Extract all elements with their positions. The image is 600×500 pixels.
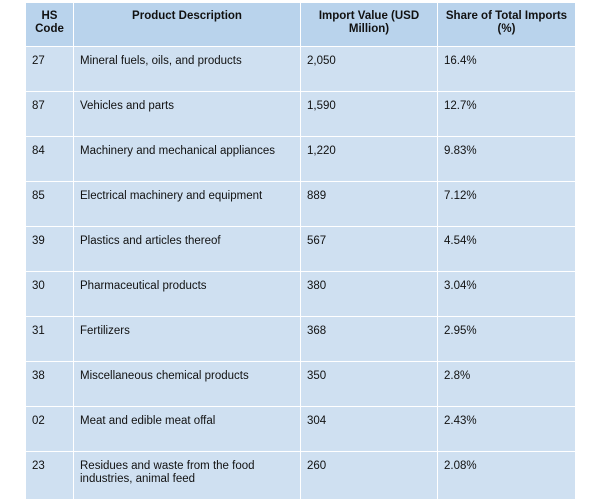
table-row: 27 Mineral fuels, oils, and products 2,0…	[25, 46, 576, 92]
table-row: 31 Fertilizers 368 2.95%	[25, 316, 576, 362]
hs-code-cell: 39	[25, 226, 74, 272]
share-cell: 2.95%	[437, 316, 576, 362]
import-value-cell: 567	[300, 226, 438, 272]
hs-code-cell: 30	[25, 271, 74, 317]
description-cell: Pharmaceutical products	[73, 271, 301, 317]
description-cell: Vehicles and parts	[73, 91, 301, 137]
header-row: HS Code Product Description Import Value…	[25, 2, 576, 47]
import-value-cell: 1,220	[300, 136, 438, 182]
share-cell: 4.54%	[437, 226, 576, 272]
hs-code-cell: 38	[25, 361, 74, 407]
hs-code-cell: 87	[25, 91, 74, 137]
description-cell: Meat and edible meat offal	[73, 406, 301, 452]
table-header: HS Code Product Description Import Value…	[25, 2, 576, 47]
table-body: 27 Mineral fuels, oils, and products 2,0…	[25, 46, 576, 499]
hs-code-cell: 84	[25, 136, 74, 182]
hs-code-cell: 85	[25, 181, 74, 227]
table-row: 39 Plastics and articles thereof 567 4.5…	[25, 226, 576, 272]
hs-code-cell: 27	[25, 46, 74, 92]
hs-code-cell: 31	[25, 316, 74, 362]
table-row: 84 Machinery and mechanical appliances 1…	[25, 136, 576, 182]
table-row: 38 Miscellaneous chemical products 350 2…	[25, 361, 576, 407]
share-cell: 2.8%	[437, 361, 576, 407]
description-cell: Electrical machinery and equipment	[73, 181, 301, 227]
hs-code-cell: 02	[25, 406, 74, 452]
import-value-cell: 889	[300, 181, 438, 227]
table-row: 85 Electrical machinery and equipment 88…	[25, 181, 576, 227]
share-cell: 12.7%	[437, 91, 576, 137]
import-value-cell: 304	[300, 406, 438, 452]
import-value-cell: 350	[300, 361, 438, 407]
import-value-cell: 260	[300, 451, 438, 499]
share-cell: 3.04%	[437, 271, 576, 317]
header-product-description: Product Description	[73, 2, 301, 47]
import-value-cell: 368	[300, 316, 438, 362]
description-cell: Miscellaneous chemical products	[73, 361, 301, 407]
description-cell: Mineral fuels, oils, and products	[73, 46, 301, 92]
import-value-cell: 2,050	[300, 46, 438, 92]
imports-table: HS Code Product Description Import Value…	[25, 2, 576, 499]
hs-code-cell: 23	[25, 451, 74, 499]
table-row: 02 Meat and edible meat offal 304 2.43%	[25, 406, 576, 452]
description-cell: Plastics and articles thereof	[73, 226, 301, 272]
share-cell: 16.4%	[437, 46, 576, 92]
description-cell: Residues and waste from the food industr…	[73, 451, 301, 499]
header-share-of-total: Share of Total Imports (%)	[437, 2, 576, 47]
header-import-value: Import Value (USD Million)	[300, 2, 438, 47]
import-value-cell: 1,590	[300, 91, 438, 137]
description-cell: Fertilizers	[73, 316, 301, 362]
share-cell: 9.83%	[437, 136, 576, 182]
table-row: 30 Pharmaceutical products 380 3.04%	[25, 271, 576, 317]
header-hs-code: HS Code	[25, 2, 74, 47]
share-cell: 2.08%	[437, 451, 576, 499]
share-cell: 2.43%	[437, 406, 576, 452]
table-row: 87 Vehicles and parts 1,590 12.7%	[25, 91, 576, 137]
table-row: 23 Residues and waste from the food indu…	[25, 451, 576, 499]
import-value-cell: 380	[300, 271, 438, 317]
share-cell: 7.12%	[437, 181, 576, 227]
description-cell: Machinery and mechanical appliances	[73, 136, 301, 182]
